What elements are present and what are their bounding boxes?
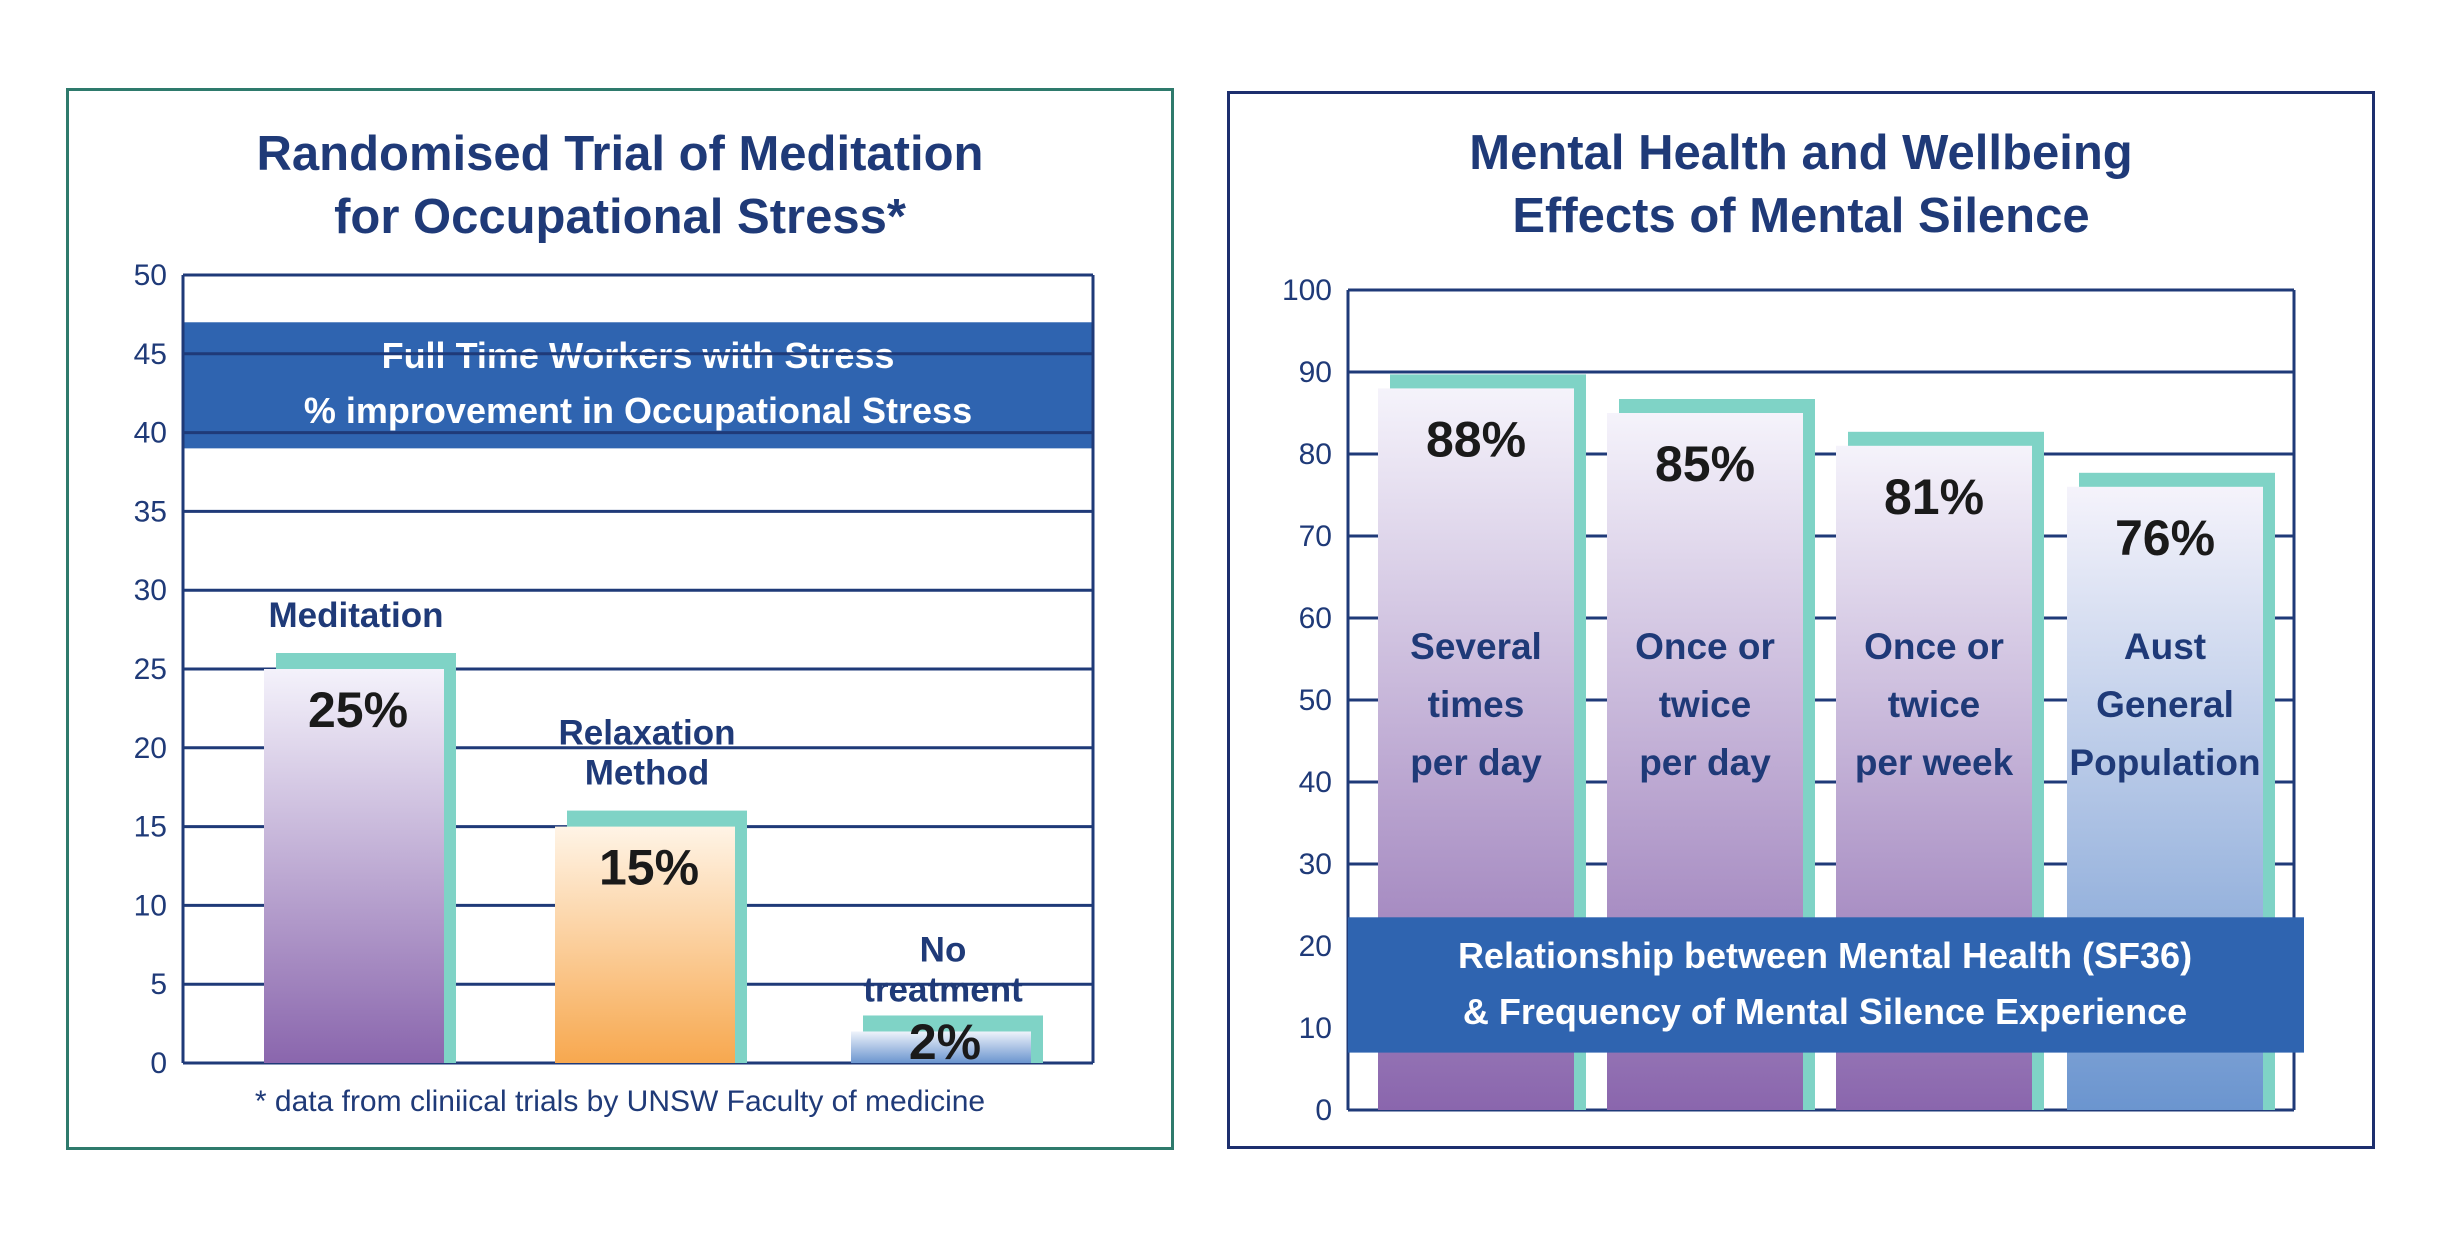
banner-text: Relationship between Mental Health (SF36… xyxy=(1458,935,2192,976)
category-label: times xyxy=(1428,684,1525,725)
bar xyxy=(851,1031,1031,1063)
y-tick-label: 10 xyxy=(1299,1012,1332,1045)
y-tick-label: 10 xyxy=(134,889,167,922)
y-tick-label: 15 xyxy=(134,811,167,844)
data-label: 81% xyxy=(1884,469,1984,525)
chart-title: Randomised Trial of Meditation for Occup… xyxy=(69,123,1171,249)
bar-chart-mental-silence: 0 10 20 30 40 50 60 70 80 90 100 88% Several times per… xyxy=(1282,274,2304,1127)
data-label: 76% xyxy=(2115,510,2215,566)
category-label: No xyxy=(920,930,967,969)
y-tick-label: 50 xyxy=(134,259,167,292)
legend-banner xyxy=(183,322,1093,449)
y-tick-label: 0 xyxy=(1315,1094,1332,1127)
chart-title-line: for Occupational Stress* xyxy=(334,190,906,244)
category-label: twice xyxy=(1888,684,1981,725)
y-tick-label: 30 xyxy=(134,574,167,607)
category-label: per day xyxy=(1410,742,1542,783)
bar xyxy=(555,826,735,1063)
chart-title: Mental Health and Wellbeing Effects of M… xyxy=(1230,122,2372,248)
category-label: Several xyxy=(1410,626,1542,667)
data-label: 85% xyxy=(1655,436,1755,492)
y-tick-label: 0 xyxy=(150,1047,167,1080)
y-tick-label: 40 xyxy=(134,417,167,450)
data-label: 2% xyxy=(909,1014,981,1070)
bar xyxy=(264,669,444,1063)
footnote: * data from cliniical trials by UNSW Fac… xyxy=(254,1085,986,1118)
data-label: 88% xyxy=(1426,411,1526,467)
y-tick-label: 100 xyxy=(1282,274,1332,307)
y-tick-label: 20 xyxy=(134,732,167,765)
category-label: Once or xyxy=(1864,626,2004,667)
y-tick-label: 80 xyxy=(1299,438,1332,471)
category-label: Aust xyxy=(2124,626,2206,667)
banner-text: % improvement in Occupational Stress xyxy=(304,390,972,431)
category-label: per day xyxy=(1639,742,1771,783)
category-label: treatment xyxy=(863,970,1023,1009)
chart-title-line: Mental Health and Wellbeing xyxy=(1469,126,2133,180)
data-label: 25% xyxy=(308,682,408,738)
y-tick-label: 35 xyxy=(134,495,167,528)
category-label: Meditation xyxy=(269,596,444,635)
y-tick-label: 60 xyxy=(1299,602,1332,635)
chart-panel-occupational-stress: Randomised Trial of Meditation for Occup… xyxy=(66,88,1174,1150)
chart-title-line: Randomised Trial of Meditation xyxy=(256,127,984,181)
category-label: General xyxy=(2096,684,2234,725)
bar-chart-occupational-stress: Full Time Workers with Stress % improveme… xyxy=(134,259,1095,1080)
y-tick-label: 20 xyxy=(1299,930,1332,963)
legend-banner xyxy=(1348,917,2304,1053)
category-label: twice xyxy=(1659,684,1752,725)
y-tick-label: 25 xyxy=(134,653,167,686)
y-tick-label: 30 xyxy=(1299,848,1332,881)
y-tick-label: 5 xyxy=(150,968,167,1001)
y-tick-label: 45 xyxy=(134,338,167,371)
y-tick-label: 90 xyxy=(1299,356,1332,389)
y-tick-label: 70 xyxy=(1299,520,1332,553)
category-label: per week xyxy=(1855,742,2014,783)
category-label: Population xyxy=(2069,742,2260,783)
chart-title-line: Effects of Mental Silence xyxy=(1512,189,2090,243)
y-tick-label: 40 xyxy=(1299,766,1332,799)
category-label: Relaxation xyxy=(559,714,736,753)
banner-text: & Frequency of Mental Silence Experience xyxy=(1463,991,2187,1032)
data-label: 15% xyxy=(599,840,699,896)
category-label: Once or xyxy=(1635,626,1775,667)
banner-text: Full Time Workers with Stress xyxy=(382,335,895,376)
chart-panel-mental-silence: Mental Health and Wellbeing Effects of M… xyxy=(1227,91,2375,1149)
y-tick-label: 50 xyxy=(1299,684,1332,717)
category-label: Method xyxy=(585,754,709,793)
